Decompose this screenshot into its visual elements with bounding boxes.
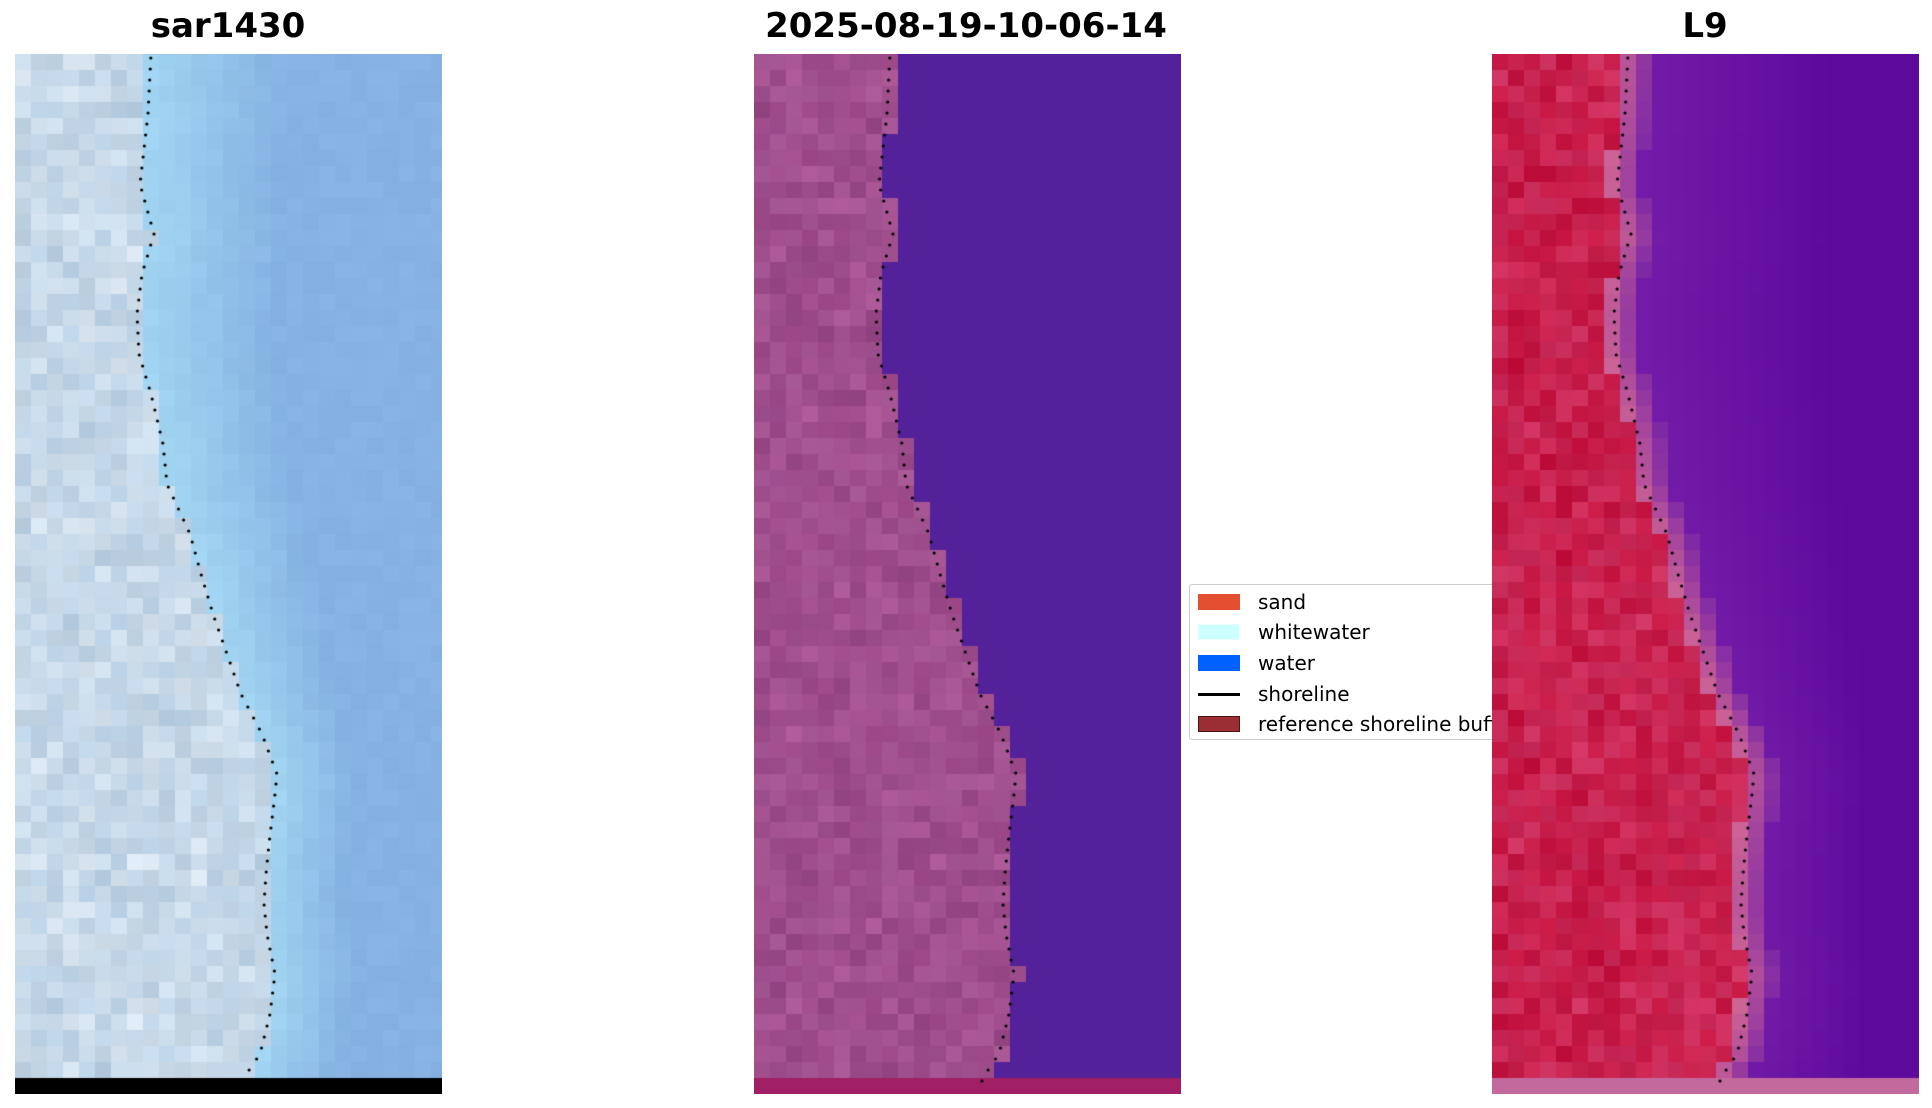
- rgb-image-canvas: [15, 54, 442, 1094]
- legend-item-water: water: [1198, 650, 1498, 676]
- legend-label-whitewater: whitewater: [1258, 620, 1370, 644]
- panel-title-left: sar1430: [150, 6, 306, 46]
- legend-item-shoreline: shoreline: [1198, 681, 1498, 707]
- legend-label-sand: sand: [1258, 590, 1307, 614]
- shoreline-line-swatch: [1198, 693, 1240, 696]
- sand-swatch: [1198, 594, 1240, 610]
- legend-label-reference-shoreline-buffer: reference shoreline buffer: [1258, 712, 1518, 736]
- index-image: [1492, 54, 1919, 1094]
- reference-buffer-swatch: [1198, 716, 1240, 732]
- classified-image-canvas: [754, 54, 1181, 1094]
- panel-title-right: L9: [1682, 6, 1728, 46]
- legend-label-water: water: [1258, 651, 1315, 675]
- legend: sand whitewater water shoreline referenc…: [1189, 584, 1517, 740]
- index-image-canvas: [1492, 54, 1919, 1094]
- legend-item-reference-shoreline-buffer: reference shoreline buffer: [1198, 711, 1517, 737]
- panel-title-middle: 2025-08-19-10-06-14: [765, 6, 1167, 46]
- classified-image: [754, 54, 1181, 1094]
- legend-item-whitewater: whitewater: [1198, 619, 1498, 645]
- whitewater-swatch: [1198, 624, 1240, 640]
- rgb-satellite-image: [15, 54, 442, 1094]
- legend-item-sand: sand: [1198, 589, 1498, 615]
- legend-label-shoreline: shoreline: [1258, 682, 1350, 706]
- water-swatch: [1198, 655, 1240, 671]
